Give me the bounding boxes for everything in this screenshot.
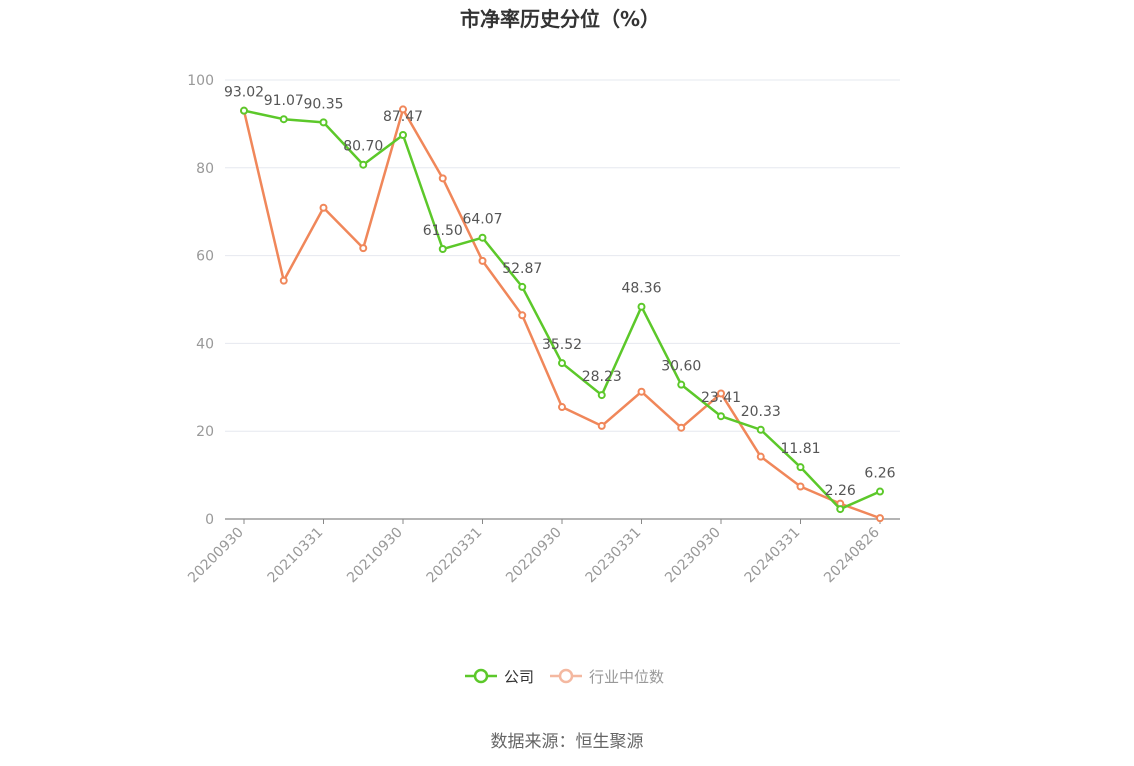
legend: 公司 行业中位数 xyxy=(465,668,664,686)
data-point xyxy=(796,463,805,472)
legend-marker xyxy=(473,668,489,684)
legend-item-label: 公司 xyxy=(504,668,534,686)
data-label: 52.87 xyxy=(502,261,542,277)
data-label: 64.07 xyxy=(462,212,502,228)
data-label: 11.81 xyxy=(780,441,820,457)
series-layer xyxy=(240,105,884,523)
data-point xyxy=(518,311,527,320)
x-axis: 20200930 20210331 20210930 20220331 20220930… xyxy=(185,518,900,587)
data-label: 30.60 xyxy=(661,359,701,375)
data-point xyxy=(637,387,646,396)
x-tick-label: 20210930 xyxy=(344,525,406,587)
x-tick-label: 20230930 xyxy=(662,525,724,587)
data-point xyxy=(240,106,248,115)
data-point xyxy=(637,302,646,311)
y-tick-label: 80 xyxy=(196,161,214,177)
data-point xyxy=(677,380,686,389)
data-point xyxy=(876,514,884,523)
data-label: 90.35 xyxy=(303,96,343,112)
data-point xyxy=(518,282,527,291)
x-tick-label: 20240826 xyxy=(821,524,883,586)
data-point xyxy=(478,233,487,242)
x-tick-label: 20230331 xyxy=(583,525,645,587)
data-label: 23.41 xyxy=(701,390,741,406)
data-point xyxy=(796,482,805,491)
legend-item-label: 行业中位数 xyxy=(589,668,664,686)
data-point xyxy=(399,105,407,114)
data-point xyxy=(756,452,765,461)
x-tick-label: 20240331 xyxy=(742,525,804,587)
chart-title: 市净率历史分位（%） xyxy=(460,7,660,31)
data-label: 48.36 xyxy=(621,281,661,297)
legend-marker xyxy=(558,668,574,684)
data-point xyxy=(279,276,288,285)
data-point xyxy=(597,421,606,430)
data-label: 91.07 xyxy=(264,93,304,109)
data-label: 2.26 xyxy=(825,483,856,499)
data-point xyxy=(359,160,368,169)
data-point xyxy=(399,131,407,140)
data-label: 20.33 xyxy=(741,404,781,420)
data-label: 28.23 xyxy=(582,369,622,385)
data-point xyxy=(717,412,725,421)
y-tick-label: 100 xyxy=(187,73,214,89)
y-tick-label: 20 xyxy=(196,424,214,440)
y-tick-label: 0 xyxy=(205,512,214,528)
data-point xyxy=(279,115,288,124)
data-point xyxy=(677,423,686,432)
y-axis: 0 20 40 60 80 100 xyxy=(187,73,214,528)
data-label: 61.50 xyxy=(423,223,463,239)
data-label: 87.47 xyxy=(383,109,423,125)
x-tick-label: 20220930 xyxy=(503,525,565,587)
y-tick-label: 60 xyxy=(196,249,214,265)
data-point xyxy=(558,359,566,368)
data-point xyxy=(597,391,606,400)
data-point xyxy=(717,389,725,398)
data-point xyxy=(836,505,845,514)
data-label: 6.26 xyxy=(864,466,895,482)
data-point xyxy=(558,403,566,412)
data-point xyxy=(876,487,884,496)
data-point xyxy=(319,203,328,212)
grid xyxy=(225,79,900,432)
data-point xyxy=(478,256,487,265)
data-point xyxy=(756,425,765,434)
x-tick-label: 20210331 xyxy=(265,525,327,587)
data-point xyxy=(438,174,447,183)
x-tick-label: 20200930 xyxy=(185,525,247,587)
data-label: 80.70 xyxy=(343,139,383,155)
data-point xyxy=(359,244,368,253)
source-label: 数据来源：恒生聚源 xyxy=(491,732,644,752)
y-tick-label: 40 xyxy=(196,336,214,352)
x-tick-label: 20220331 xyxy=(424,525,486,587)
data-point xyxy=(438,245,447,254)
data-label: 35.52 xyxy=(542,337,582,353)
data-point xyxy=(319,118,328,127)
data-label: 93.02 xyxy=(224,85,264,101)
